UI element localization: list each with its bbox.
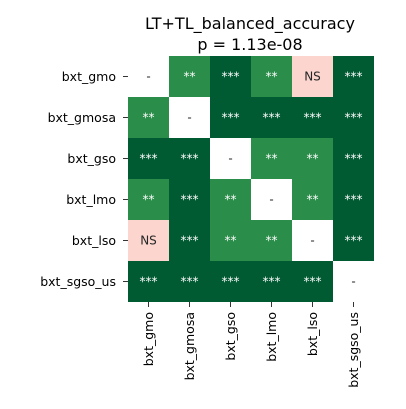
cell-label: - [187, 111, 191, 125]
y-tick-label: bxt_gmo [62, 69, 116, 84]
heatmap-cell [251, 179, 292, 220]
heatmap-cell [333, 97, 374, 138]
cell-label: - [351, 275, 355, 289]
x-tick-label: bxt_lmo [264, 312, 279, 362]
chart-subtitle: p = 1.13e-08 [197, 35, 302, 54]
x-axis: bxt_gmo bxt_gmosa bxt_gso bxt_lmo bxt_lso bxt… [141, 302, 361, 388]
cell-label: *** [304, 275, 322, 289]
cell-label: *** [345, 70, 363, 84]
heatmap-cell [169, 220, 210, 261]
cell-label: *** [345, 193, 363, 207]
heatmap-cell [251, 220, 292, 261]
heatmap-cell [292, 56, 333, 97]
x-tick-label: bxt_gso [223, 312, 238, 361]
x-tick-label: bxt_gmosa [182, 312, 197, 380]
heatmap-cell [251, 261, 292, 302]
cell-label: - [146, 70, 150, 84]
cell-label: *** [181, 275, 199, 289]
y-tick-label: bxt_lso [72, 233, 116, 248]
heatmap-cell [333, 179, 374, 220]
cell-label: *** [140, 275, 158, 289]
heatmap-cell [128, 56, 169, 97]
heatmap-cell [210, 261, 251, 302]
heatmap-cell [169, 56, 210, 97]
heatmap-cell [251, 56, 292, 97]
cell-label: *** [345, 234, 363, 248]
heatmap-cell [292, 138, 333, 179]
heatmap-cell [251, 97, 292, 138]
cell-label: ** [307, 152, 319, 166]
cell-label: *** [263, 111, 281, 125]
cell-label: ** [266, 234, 278, 248]
y-tick-label: bxt_sgso_us [40, 274, 116, 289]
heatmap-cell [210, 220, 251, 261]
heatmap-cell [333, 261, 374, 302]
cell-label: ** [225, 234, 237, 248]
y-tick-label: bxt_gmosa [48, 110, 116, 125]
cell-label: *** [304, 111, 322, 125]
x-tick-label: bxt_lso [305, 312, 320, 356]
heatmap-cell [169, 261, 210, 302]
cell-label: ** [266, 152, 278, 166]
heatmap-cell [169, 179, 210, 220]
cell-label: - [228, 152, 232, 166]
y-tick-label: bxt_gso [67, 151, 116, 166]
cell-label: *** [345, 111, 363, 125]
cell-label: - [310, 234, 314, 248]
cell-label: *** [222, 111, 240, 125]
heatmap-cell [333, 220, 374, 261]
cell-label: ** [266, 70, 278, 84]
heatmap-cell [169, 97, 210, 138]
x-tick-label: bxt_sgso_us [346, 312, 361, 388]
heatmap-cell [210, 97, 251, 138]
cell-label: *** [345, 152, 363, 166]
cell-label: *** [263, 275, 281, 289]
cell-label: ** [307, 193, 319, 207]
heatmap-cell [333, 138, 374, 179]
heatmap-cell [169, 138, 210, 179]
cell-label: NS [140, 234, 157, 248]
heatmap-cell [128, 179, 169, 220]
heatmap-cell [210, 138, 251, 179]
heatmap-cells: - ** *** ** NS ***** - *** *** *** ****** *** - ** ** *… [128, 56, 374, 302]
cell-label: ** [225, 193, 237, 207]
cell-label: *** [181, 234, 199, 248]
x-tick-label: bxt_gmo [141, 312, 156, 366]
heatmap-cell [128, 261, 169, 302]
cell-label: *** [181, 152, 199, 166]
heatmap-cell [292, 179, 333, 220]
cell-label: - [269, 193, 273, 207]
chart-title: LT+TL_balanced_accuracy [145, 14, 355, 34]
heatmap-cell [333, 56, 374, 97]
heatmap-cell [251, 138, 292, 179]
heatmap-cell [292, 220, 333, 261]
heatmap-cell [128, 97, 169, 138]
heatmap-cell [128, 138, 169, 179]
cell-label: *** [222, 70, 240, 84]
cell-label: ** [184, 70, 196, 84]
heatmap-cell [292, 97, 333, 138]
y-axis: bxt_gmo bxt_gmosa bxt_gso bxt_lmo bxt_lsobxt… [40, 69, 128, 289]
cell-label: *** [181, 193, 199, 207]
y-tick-label: bxt_lmo [66, 192, 116, 207]
heatmap-cell [128, 220, 169, 261]
cell-label: NS [304, 70, 321, 84]
cell-label: *** [140, 152, 158, 166]
heatmap-cell [292, 261, 333, 302]
cell-label: ** [143, 193, 155, 207]
cell-label: ** [143, 111, 155, 125]
heatmap-cell [210, 179, 251, 220]
heatmap-cell [210, 56, 251, 97]
cell-label: *** [222, 275, 240, 289]
